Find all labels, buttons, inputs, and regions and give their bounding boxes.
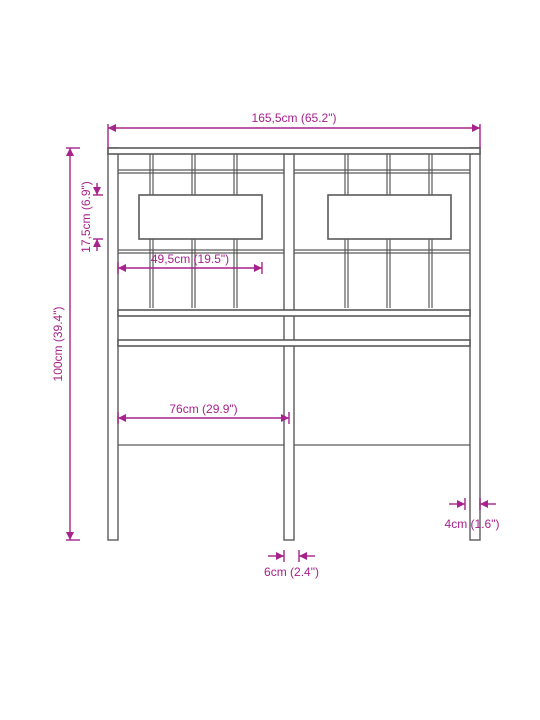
dimension-label-span: 76cm (29.9") (169, 402, 237, 416)
dimension-label-panel-width: 49,5cm (19.5") (151, 252, 229, 266)
dimension-label: 6cm (2.4") (264, 565, 319, 579)
dimension-label: 100cm (39.4") (51, 307, 65, 382)
dimension-label: 4cm (1.6") (445, 517, 500, 531)
dimension-label: 17,5cm (6.9") (79, 181, 93, 253)
headboard-drawing (108, 148, 480, 540)
dimension-label-top-width: 165,5cm (65.2") (252, 111, 337, 125)
